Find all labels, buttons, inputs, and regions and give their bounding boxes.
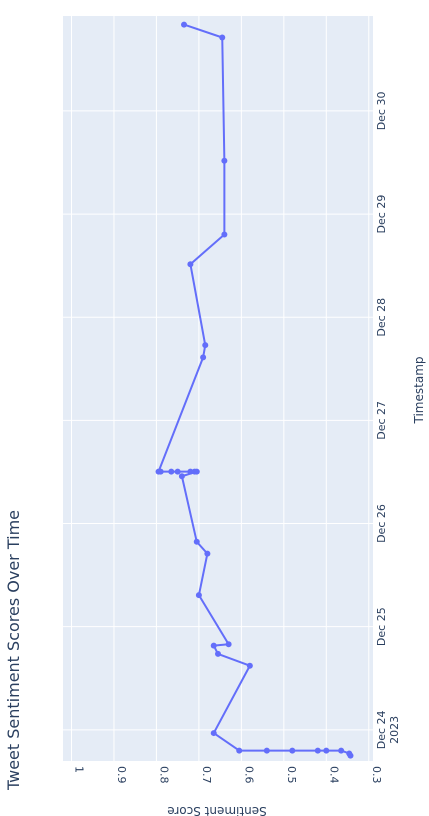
data-point xyxy=(219,34,226,41)
data-point xyxy=(314,747,321,754)
data-point xyxy=(174,468,181,475)
data-point xyxy=(236,747,243,754)
plot-background xyxy=(63,16,373,761)
data-point xyxy=(323,747,330,754)
data-point xyxy=(168,468,175,475)
y-axis-title: Sentiment Score xyxy=(167,804,266,816)
data-point xyxy=(200,354,207,361)
data-point xyxy=(195,592,202,599)
data-point xyxy=(346,750,353,757)
data-point xyxy=(202,342,209,349)
data-point xyxy=(210,642,217,649)
data-point xyxy=(187,468,194,475)
data-point xyxy=(155,468,162,475)
data-point xyxy=(289,747,296,754)
x-tick-label: Dec 27 xyxy=(375,401,388,440)
data-point xyxy=(181,21,188,28)
data-point xyxy=(246,662,253,669)
x-tick-label: Dec 30 xyxy=(375,92,388,131)
data-point xyxy=(221,157,228,164)
x-tick-label: Dec 25 xyxy=(375,607,388,646)
data-point xyxy=(187,261,194,268)
y-tick-label: 0.4 xyxy=(327,766,340,784)
x-tick-label: Dec 24 xyxy=(375,710,388,749)
data-point xyxy=(204,550,211,557)
data-point xyxy=(191,468,198,475)
y-tick-label: 0.8 xyxy=(157,766,170,784)
data-point xyxy=(338,747,345,754)
x-tick-sublabel: 2023 xyxy=(388,716,401,744)
x-tick-label: Dec 29 xyxy=(375,195,388,234)
x-axis-title: Timestamp xyxy=(412,357,426,425)
data-point xyxy=(210,730,217,737)
data-point xyxy=(225,641,232,648)
data-point xyxy=(215,650,221,657)
y-tick-label: 0.9 xyxy=(115,766,128,784)
data-point xyxy=(263,747,270,754)
data-point xyxy=(221,231,228,238)
y-tick-label: 0.7 xyxy=(200,766,213,784)
data-point xyxy=(178,473,185,480)
chart-title: Tweet Sentiment Scores Over Time xyxy=(4,510,23,791)
x-tick-label: Dec 26 xyxy=(375,504,388,543)
y-tick-label: 0.5 xyxy=(285,766,298,784)
data-point xyxy=(193,538,200,545)
y-tick-label: 1 xyxy=(72,766,85,773)
x-tick-label: Dec 28 xyxy=(375,298,388,337)
y-tick-label: 0.6 xyxy=(242,766,255,784)
y-tick-label: 0.3 xyxy=(370,766,383,784)
